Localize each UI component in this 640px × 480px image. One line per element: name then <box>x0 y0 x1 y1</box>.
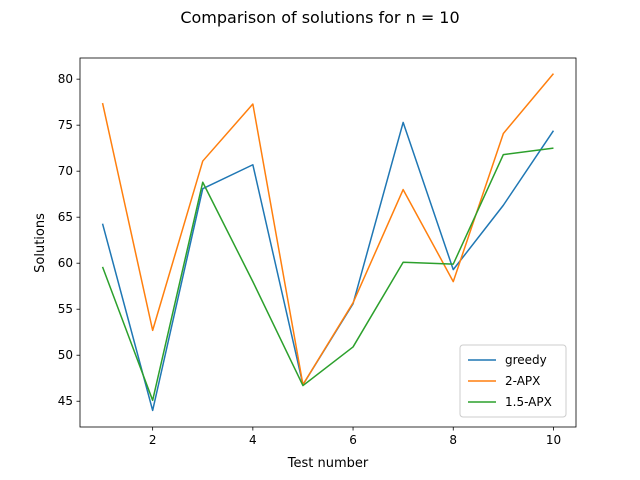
y-tick-label: 65 <box>58 210 73 224</box>
y-tick-label: 75 <box>58 118 73 132</box>
series-lines <box>101 73 555 412</box>
y-axis-label: Solutions <box>33 213 48 273</box>
y-tick-label: 80 <box>58 72 73 86</box>
x-tick-label: 6 <box>349 433 357 447</box>
x-tick-label: 2 <box>149 433 157 447</box>
plot-frame <box>79 57 577 428</box>
legend-box <box>459 344 567 418</box>
y-axis-ticks: 45 50 55 60 65 70 75 80 <box>58 72 80 408</box>
x-tick-label: 10 <box>546 433 561 447</box>
y-tick-label: 45 <box>58 394 73 408</box>
legend-label-greedy: greedy <box>505 353 547 367</box>
y-tick-label: 70 <box>58 164 73 178</box>
chart-title: Comparison of solutions for n = 10 <box>180 8 459 27</box>
y-tick-label: 55 <box>58 302 73 316</box>
x-tick-label: 8 <box>449 433 457 447</box>
series-line-2-apx <box>101 73 555 386</box>
y-tick-label: 60 <box>58 256 73 270</box>
legend-label-2-apx: 2-APX <box>505 374 540 388</box>
x-axis-label: Test number <box>287 456 369 471</box>
plot-area <box>79 57 577 428</box>
legend: greedy 2-APX 1.5-APX <box>459 344 567 418</box>
series-line-1-5-apx <box>101 147 554 402</box>
x-tick-label: 4 <box>249 433 257 447</box>
legend-label-1-5-apx: 1.5-APX <box>505 395 552 409</box>
x-axis-ticks: 2 4 6 8 10 <box>149 427 561 447</box>
y-tick-label: 50 <box>58 348 73 362</box>
